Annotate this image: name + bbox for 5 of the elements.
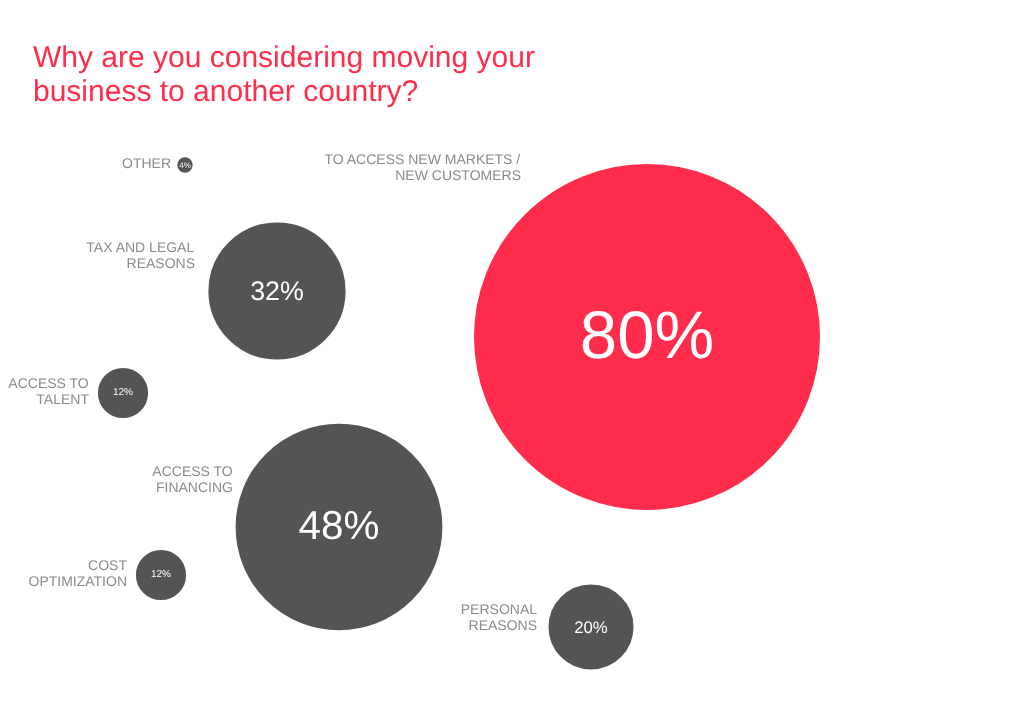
data-label: 20% [574, 617, 609, 637]
text: Why are you considering moving your business to another country? [33, 41, 535, 109]
data-label: 32% [250, 276, 304, 306]
data-label: 80% [579, 300, 715, 374]
data-label: 48% [298, 505, 380, 549]
